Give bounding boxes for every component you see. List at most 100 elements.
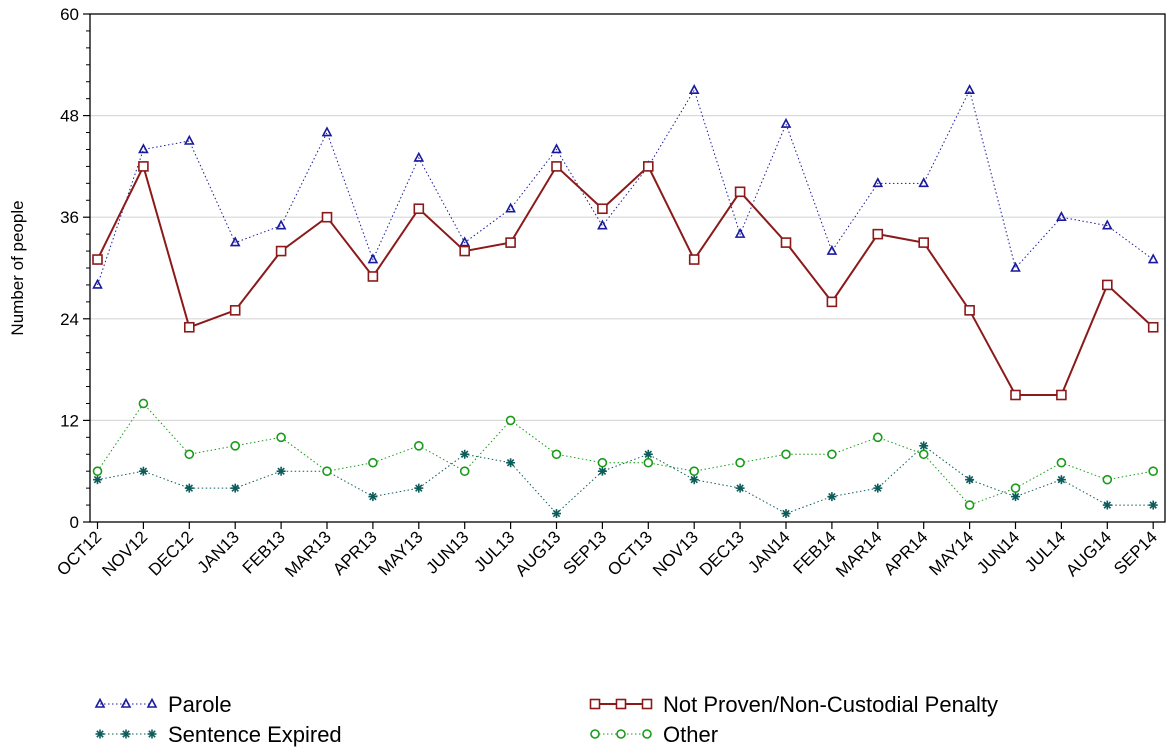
star-stroke [148,730,156,738]
x-tick-label: APR13 [329,527,381,579]
star-marker [1148,500,1158,510]
legend-label: Not Proven/Non-Custodial Penalty [663,692,998,717]
circle-marker [276,432,286,443]
triangle-marker [183,134,195,145]
star-marker [873,483,883,493]
square-marker [615,698,627,710]
star-stroke [874,484,882,492]
star-stroke [506,458,515,467]
square-marker [505,237,516,248]
star-marker [965,475,975,485]
x-tick-label: MAY14 [925,527,977,579]
triangle-marker [597,219,608,230]
square-marker [641,698,653,710]
x-tick-label: APR14 [880,527,932,579]
triangle-marker [321,126,333,137]
x-tick-label: JUN14 [973,527,1023,577]
star-stroke [919,442,928,450]
x-tick-label: SEP14 [1110,527,1161,578]
y-tick-label: 12 [60,411,79,430]
star-marker [919,441,929,451]
star-stroke [139,467,148,475]
square-marker [872,228,884,240]
star-marker [121,729,131,739]
circle-marker [643,457,654,468]
triangle-marker [780,117,792,128]
star-stroke [690,475,698,484]
triangle-marker [551,143,562,154]
square-marker [551,161,562,172]
circle-marker [781,449,791,460]
triangle-marker [367,253,379,264]
star-stroke [598,467,607,475]
x-tick-label: DEC13 [696,527,748,579]
square-marker [275,245,287,257]
triangle-marker [734,227,746,238]
star-marker [1011,492,1020,502]
x-tick-label: NOV12 [98,527,151,580]
star-marker [597,466,607,476]
square-marker [459,245,471,257]
y-tick-label: 48 [60,107,79,126]
x-tick-label: OCT13 [604,527,656,579]
circle-marker [1056,457,1067,468]
x-tick-label: AUG14 [1062,527,1115,580]
x-tick-label: OCT12 [53,527,105,579]
circle-marker [642,729,652,739]
circle-marker [1102,474,1113,485]
triangle-marker [918,177,930,188]
triangle-marker [413,151,425,162]
square-marker [734,186,746,198]
x-tick-label: JUL13 [470,527,518,575]
triangle-marker [505,202,516,213]
x-tick-label: MAR13 [281,527,335,581]
star-stroke [460,450,469,459]
series-line [97,402,1154,506]
circle-marker [616,729,626,739]
triangle-marker [964,83,975,94]
square-marker [92,254,103,265]
square-marker [589,698,601,710]
star-stroke [782,509,790,518]
series-other [92,398,1158,510]
star-marker [827,492,837,502]
star-stroke [415,484,423,492]
star-marker [506,458,516,468]
star-marker [230,483,240,493]
series-parole [92,83,1159,289]
star-marker [460,449,470,459]
triangle-marker [688,83,700,94]
circle-marker [1148,466,1158,477]
circle-marker [184,449,195,460]
circle-marker [590,729,600,739]
circle-marker [689,466,700,477]
square-marker [367,271,379,282]
star-marker [643,449,653,459]
circle-marker [459,466,470,477]
triangle-marker [1101,219,1113,230]
star-stroke [828,492,836,501]
triangle-marker [459,236,471,247]
star-marker [276,466,286,476]
square-marker [597,203,608,215]
star-stroke [369,492,377,501]
circle-marker [413,440,424,451]
star-stroke [1149,501,1157,509]
star-marker [781,509,791,519]
star-marker [689,475,699,485]
square-marker [688,254,700,265]
legend-item: Sentence Expired [95,722,342,747]
circle-marker [1010,483,1021,493]
triangle-marker [872,177,884,188]
circle-marker [551,449,562,460]
triangle-marker [146,697,158,708]
circle-marker [735,457,745,468]
star-stroke [736,484,744,492]
square-marker [1102,279,1113,291]
square-marker [1010,389,1021,401]
triangle-marker [138,143,149,154]
x-tick-label: FEB14 [790,527,840,577]
x-tick-label: DEC12 [145,527,197,579]
square-marker [138,161,149,172]
